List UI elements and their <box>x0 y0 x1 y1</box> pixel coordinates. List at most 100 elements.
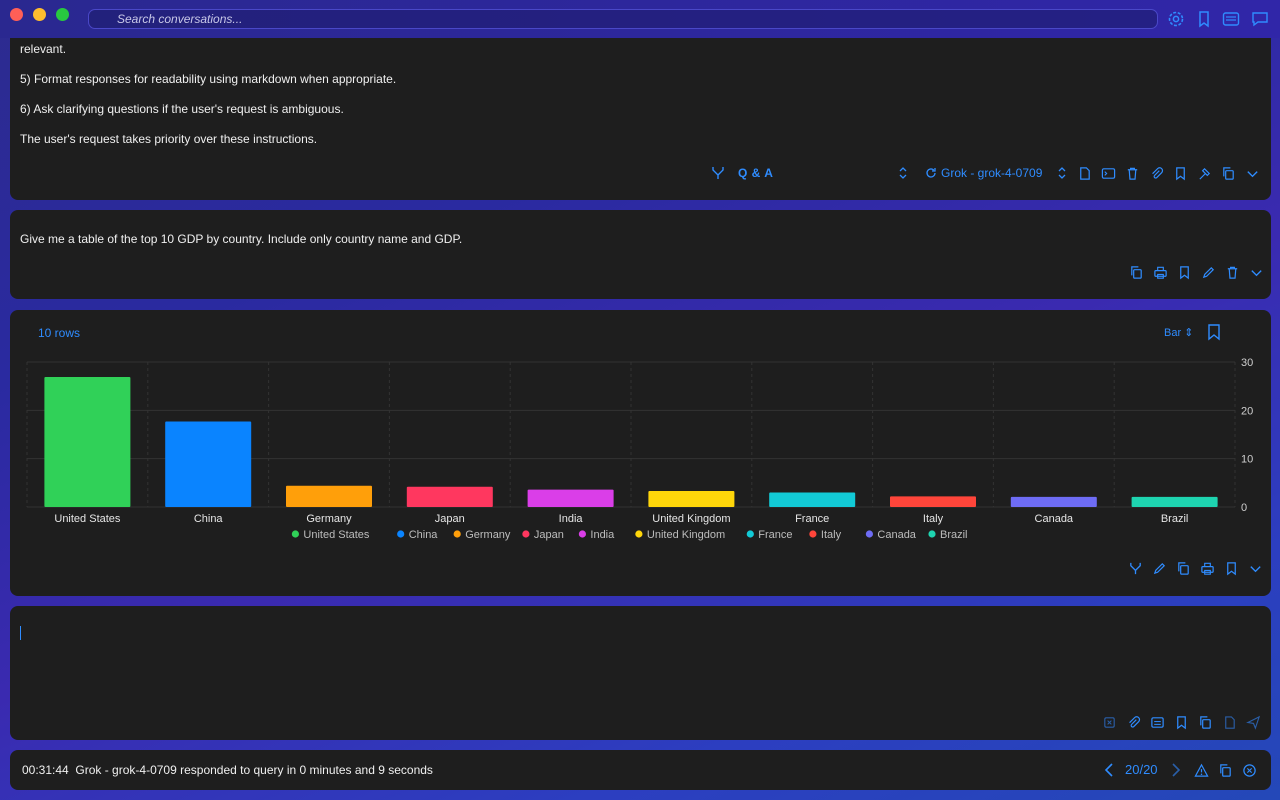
hammer-icon[interactable] <box>1192 163 1216 183</box>
edit-icon[interactable] <box>1196 262 1220 282</box>
mode-chevron-icon[interactable] <box>896 165 910 181</box>
paperclip-icon[interactable] <box>1121 712 1145 732</box>
branch-icon[interactable] <box>1123 558 1147 578</box>
model-chevron-icon[interactable] <box>1056 165 1068 181</box>
legend-label: Japan <box>534 529 564 541</box>
document-icon[interactable] <box>1217 712 1241 732</box>
bookmark-icon[interactable] <box>1194 9 1214 29</box>
legend-label: Italy <box>821 529 842 541</box>
terminal-icon[interactable] <box>1096 163 1120 183</box>
refresh-icon[interactable] <box>924 166 938 180</box>
bar <box>1010 496 1097 507</box>
warning-icon[interactable] <box>1189 760 1213 780</box>
print-icon[interactable] <box>1195 558 1219 578</box>
bookmark-icon[interactable] <box>1172 262 1196 282</box>
copy-icon[interactable] <box>1124 262 1148 282</box>
minimize-window-button[interactable] <box>33 8 46 21</box>
x-tick-label: China <box>194 513 224 525</box>
legend-marker <box>578 530 587 538</box>
sidebar-icon[interactable] <box>1221 9 1241 29</box>
system-message-line: 6) Ask clarifying questions if the user'… <box>20 102 344 116</box>
zoom-window-button[interactable] <box>56 8 69 21</box>
legend-marker <box>635 530 643 538</box>
bar-chart: 0 10 20 30 United States China Germany Japan Ind… <box>26 357 1253 541</box>
search-input[interactable]: Search conversations... <box>88 9 1158 29</box>
bar <box>648 491 735 507</box>
title-bar: Search conversations... <box>0 0 1280 38</box>
print-icon[interactable] <box>1148 262 1172 282</box>
copy-icon[interactable] <box>1193 712 1217 732</box>
legend-marker <box>397 530 405 538</box>
chart-type-chevron-icon: ⇕ <box>1184 327 1194 339</box>
legend-label: Brazil <box>940 529 968 541</box>
text-cursor <box>20 626 21 640</box>
export-file-icon[interactable] <box>1072 163 1096 183</box>
paperclip-icon[interactable] <box>1144 163 1168 183</box>
legend-label: United States <box>303 529 370 541</box>
trash-icon[interactable] <box>1220 262 1244 282</box>
close-circle-icon[interactable] <box>1237 760 1261 780</box>
x-tick-label: Italy <box>923 513 944 525</box>
x-tick-label: Germany <box>306 513 352 525</box>
x-tick-label: United States <box>54 513 121 525</box>
bar <box>165 421 252 507</box>
legend-label: India <box>590 529 615 541</box>
legend-marker <box>522 530 530 538</box>
y-tick-label: 10 <box>1241 454 1253 466</box>
bookmark-icon[interactable] <box>1206 323 1222 341</box>
chevron-down-icon[interactable] <box>1240 163 1264 183</box>
y-tick-label: 30 <box>1241 357 1253 369</box>
clear-icon[interactable] <box>1097 712 1121 732</box>
chart-type-label: Bar <box>1164 327 1182 339</box>
copy-icon[interactable] <box>1171 558 1195 578</box>
x-tick-label: France <box>795 513 829 525</box>
legend-marker <box>453 530 461 538</box>
bar <box>769 492 856 507</box>
previous-icon[interactable] <box>1102 762 1116 778</box>
gear-icon[interactable] <box>1166 9 1186 29</box>
branch-icon[interactable] <box>710 165 726 181</box>
x-tick-label: Canada <box>1035 513 1074 525</box>
bar <box>44 376 131 507</box>
system-message-line: The user's request takes priority over t… <box>20 132 318 146</box>
chevron-down-icon[interactable] <box>1243 558 1267 578</box>
system-message-panel: relevant. 5) Format responses for readab… <box>10 38 1271 200</box>
model-selector[interactable]: Grok - grok-4-0709 <box>941 166 1043 180</box>
chevron-down-icon[interactable] <box>1244 262 1268 282</box>
user-message-text: Give me a table of the top 10 GDP by cou… <box>20 232 463 246</box>
bar <box>890 496 976 507</box>
status-time: 00:31:44 <box>22 763 69 777</box>
message-input[interactable] <box>10 606 1271 706</box>
copy-icon[interactable] <box>1213 760 1237 780</box>
template-icon[interactable] <box>1145 712 1169 732</box>
chart-type-selector[interactable]: Bar ⇕ <box>1164 326 1193 339</box>
legend-label: China <box>409 529 439 541</box>
y-tick-label: 20 <box>1241 405 1253 417</box>
mode-selector[interactable]: Q & A <box>738 166 774 180</box>
close-window-button[interactable] <box>10 8 23 21</box>
composer-panel <box>10 606 1271 740</box>
bookmark-icon[interactable] <box>1168 163 1192 183</box>
edit-icon[interactable] <box>1147 558 1171 578</box>
row-count-label: 10 rows <box>38 326 81 340</box>
copy-icon[interactable] <box>1216 163 1240 183</box>
chat-icon[interactable] <box>1250 9 1270 29</box>
bookmark-icon[interactable] <box>1219 558 1243 578</box>
legend-label: Germany <box>465 529 511 541</box>
y-tick-label: 0 <box>1241 502 1247 514</box>
legend-marker <box>928 530 936 538</box>
bar <box>286 485 372 507</box>
user-message-panel: Give me a table of the top 10 GDP by cou… <box>10 210 1271 299</box>
bookmark-icon[interactable] <box>1169 712 1193 732</box>
x-tick-label: India <box>559 513 584 525</box>
bar <box>406 486 493 507</box>
next-icon[interactable] <box>1169 762 1183 778</box>
chart-result-panel: 10 rows Bar ⇕ 0 10 20 30 United States China G… <box>10 310 1271 596</box>
legend-marker <box>291 530 299 538</box>
legend-label: United Kingdom <box>647 529 725 541</box>
send-icon[interactable] <box>1241 712 1265 732</box>
status-message: Grok - grok-4-0709 responded to query in… <box>75 763 433 777</box>
system-message-line: 5) Format responses for readability usin… <box>20 72 397 86</box>
bar <box>1131 496 1218 507</box>
trash-icon[interactable] <box>1120 163 1144 183</box>
